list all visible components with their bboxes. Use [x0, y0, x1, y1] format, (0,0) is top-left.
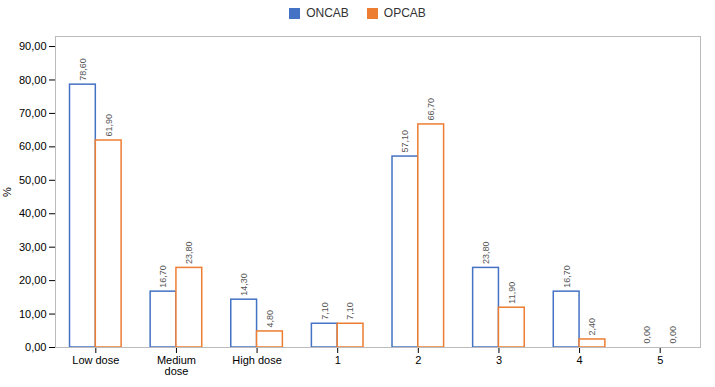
svg-text:2,40: 2,40: [587, 318, 597, 336]
svg-text:11,90: 11,90: [507, 282, 517, 304]
svg-text:20,00: 20,00: [19, 274, 47, 286]
svg-text:0,00: 0,00: [25, 341, 46, 353]
svg-text:50,00: 50,00: [19, 174, 47, 186]
svg-text:60,00: 60,00: [19, 140, 47, 152]
svg-text:66,70: 66,70: [426, 98, 436, 121]
svg-text:23,80: 23,80: [184, 241, 194, 264]
html-text:OPCAB: OPCAB: [383, 6, 426, 20]
svg-text:16,70: 16,70: [562, 265, 572, 288]
svg-text:4: 4: [577, 354, 583, 366]
svg-text:Low dose: Low dose: [72, 354, 119, 366]
svg-text:2: 2: [415, 354, 421, 366]
svg-text:10,00: 10,00: [19, 308, 47, 320]
svg-text:16,70: 16,70: [158, 265, 168, 288]
svg-text:High dose: High dose: [232, 354, 282, 366]
svg-text:78,60: 78,60: [78, 58, 88, 81]
svg-text:14,30: 14,30: [239, 273, 249, 296]
svg-text:3: 3: [496, 354, 502, 366]
svg-text:90,00: 90,00: [19, 40, 47, 52]
svg-text:57,10: 57,10: [400, 130, 410, 153]
svg-text:1: 1: [335, 354, 341, 366]
svg-text:30,00: 30,00: [19, 241, 47, 253]
svg-text:61,90: 61,90: [104, 114, 114, 137]
svg-text:Mediumdose: Mediumdose: [157, 354, 196, 377]
svg-text:0,00: 0,00: [668, 326, 678, 344]
html-text:ONCAB: ONCAB: [306, 6, 349, 20]
svg-text:7,10: 7,10: [345, 302, 355, 320]
svg-text:7,10: 7,10: [320, 302, 330, 320]
svg-text:5: 5: [657, 354, 663, 366]
svg-text:40,00: 40,00: [19, 207, 47, 219]
svg-text:70,00: 70,00: [19, 107, 47, 119]
svg-text:80,00: 80,00: [19, 73, 47, 85]
svg-text:%: %: [1, 187, 13, 197]
svg-text:4,80: 4,80: [265, 310, 275, 328]
svg-text:23,80: 23,80: [481, 241, 491, 264]
svg-text:0,00: 0,00: [642, 326, 652, 344]
